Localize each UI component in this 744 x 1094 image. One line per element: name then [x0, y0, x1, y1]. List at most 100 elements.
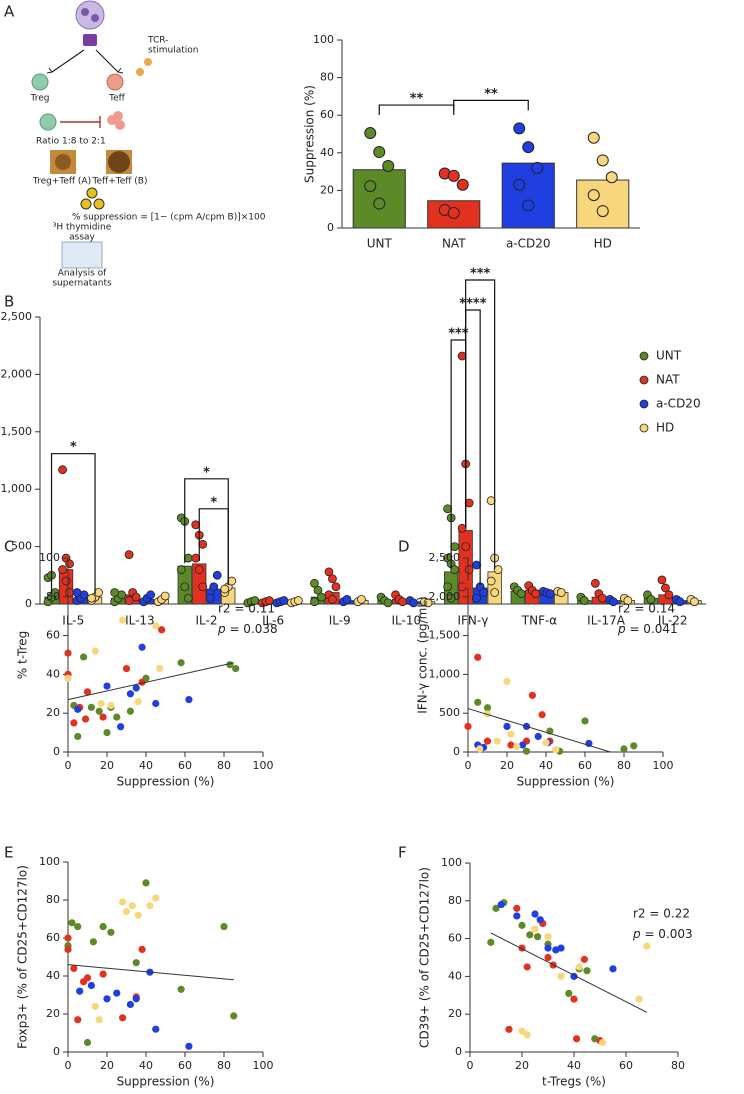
y-tick-label: 20: [448, 1007, 462, 1020]
data-point: [565, 989, 573, 998]
data-point: [128, 902, 136, 910]
data-point: [364, 127, 377, 140]
x-tick-label: 60: [578, 759, 592, 772]
y-tick-label: 60: [46, 931, 60, 944]
data-point: [176, 565, 186, 574]
data-point: [331, 582, 341, 592]
data-point: [132, 959, 140, 967]
data-point: [220, 923, 228, 931]
analysis-label: supernatants: [52, 279, 112, 289]
y-axis-label: IFN-γ conc. (pg/mL): [416, 596, 430, 713]
data-point: [126, 690, 134, 698]
teff-cell: [113, 111, 123, 121]
data-point: [643, 942, 651, 950]
data-point: [212, 570, 222, 580]
x-tick-label: 60: [178, 1059, 192, 1072]
x-tick-label: 40: [139, 759, 153, 772]
data-point: [328, 595, 337, 604]
data-point: [608, 597, 618, 607]
data-point: [134, 697, 142, 706]
y-tick-label: 100: [39, 551, 60, 564]
data-point: [675, 597, 685, 607]
data-point: [596, 205, 609, 218]
data-point: [58, 465, 67, 475]
sorter-icon: [83, 34, 97, 46]
x-axis-label: Suppression (%): [517, 775, 615, 789]
data-point: [443, 504, 453, 514]
data-point: [464, 722, 472, 730]
data-point: [313, 585, 323, 595]
data-point: [599, 1038, 607, 1047]
x-tick-label: 100: [253, 759, 274, 772]
data-point: [132, 995, 140, 1003]
analysis-icon: [61, 241, 103, 269]
data-point: [497, 900, 505, 909]
significance-bracket: [184, 478, 229, 585]
data-point: [487, 938, 495, 946]
data-point: [58, 565, 67, 574]
tcr-bead: [144, 58, 152, 66]
data-point: [310, 597, 319, 607]
data-point: [664, 590, 674, 600]
data-point: [146, 902, 154, 910]
legend-label: HD: [656, 421, 674, 435]
data-point: [493, 565, 503, 574]
significance-bracket: [465, 279, 496, 569]
data-point: [579, 596, 589, 605]
data-point: [310, 578, 319, 588]
data-point: [531, 161, 544, 174]
data-point: [534, 933, 542, 941]
well-a-label: Treg+Teff (A): [32, 177, 91, 187]
data-point: [587, 189, 600, 202]
data-point: [557, 944, 565, 952]
data-point: [81, 715, 90, 723]
data-point: [544, 933, 552, 941]
data-point: [113, 989, 121, 997]
x-tick-label: a-CD20: [506, 237, 551, 251]
x-tick-label: 80: [217, 1059, 231, 1072]
x-tick-label: IL-17A: [587, 614, 626, 628]
schematic: TCR- stimulation Treg Teff Ratio 1:8 to …: [30, 0, 266, 289]
significance-label: ***: [448, 327, 469, 342]
y-tick-label: 80: [320, 71, 334, 84]
legend-marker: [639, 375, 649, 385]
bar: [576, 179, 630, 229]
panel-label: D: [398, 538, 410, 556]
data-point: [597, 593, 607, 603]
y-tick-label: 2,000: [429, 590, 461, 603]
x-tick-label: IFN-γ: [457, 614, 488, 628]
y-tick-label: 2,000: [1, 367, 33, 380]
y-tick-label: 1,000: [429, 667, 461, 680]
data-point: [89, 938, 97, 946]
data-point: [142, 879, 150, 887]
data-point: [544, 953, 552, 962]
data-point: [580, 955, 589, 963]
bar: [58, 569, 74, 605]
analysis-label: Analysis of: [58, 269, 107, 279]
x-tick-label: UNT: [367, 237, 393, 251]
assay-label: ³H thymidine: [53, 223, 112, 233]
data-point: [409, 598, 418, 608]
legend-marker: [639, 351, 649, 361]
data-point: [544, 944, 552, 952]
data-point: [65, 559, 74, 569]
data-point: [152, 622, 160, 630]
x-tick-label: 20: [100, 759, 114, 772]
y-tick-label: 500: [11, 540, 32, 553]
x-tick-label: 100: [253, 1059, 274, 1072]
significance-label: **: [484, 87, 498, 102]
data-point: [83, 1038, 92, 1047]
data-point: [635, 995, 643, 1003]
data-point: [552, 746, 560, 754]
data-point: [107, 928, 115, 936]
y-tick-label: 1,500: [429, 629, 461, 642]
legend-marker: [639, 399, 649, 409]
significance-label: ***: [470, 267, 491, 282]
data-point: [450, 542, 460, 551]
data-point: [519, 741, 527, 749]
y-tick-label: 1,000: [1, 482, 33, 495]
data-point: [209, 582, 219, 592]
x-tick-label: 80: [217, 759, 231, 772]
y-tick-label: 1,500: [1, 425, 33, 438]
teff-cell: [115, 120, 125, 130]
